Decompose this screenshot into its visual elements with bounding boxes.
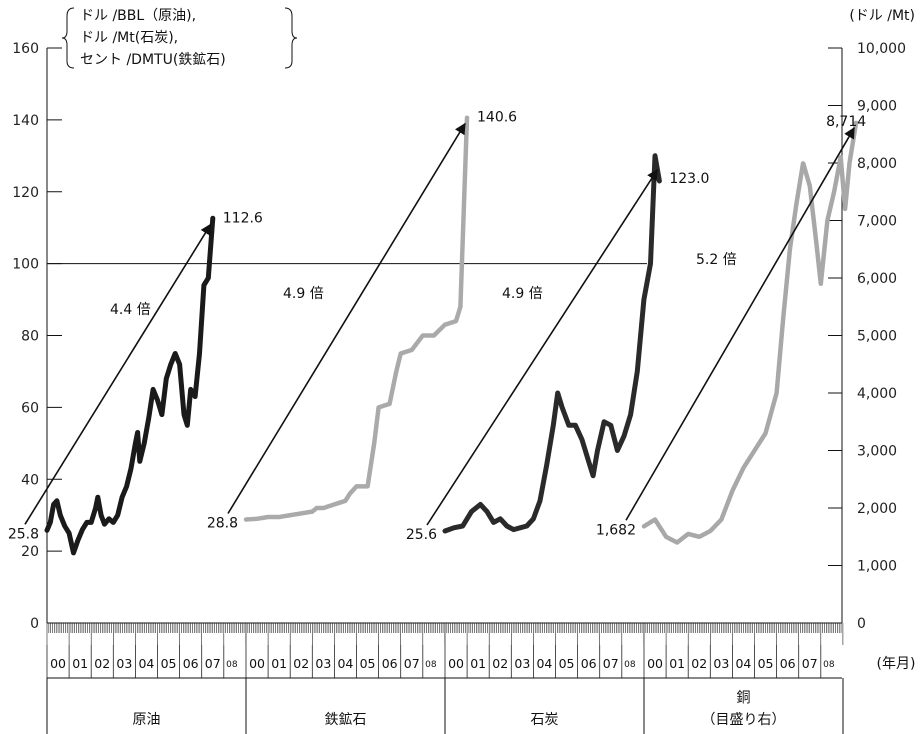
year-label: 05 [559,656,575,671]
left-tick-label: 80 [21,329,39,345]
left-tick-label: 40 [21,472,39,488]
year-label: 06 [382,656,398,671]
growth-arrow [227,122,466,514]
ratio-label: 4.9 倍 [502,286,543,302]
year-label: 02 [691,656,707,671]
growth-arrow [426,168,659,526]
year-label: 07 [603,656,619,671]
right-tick-label: 9,000 [857,99,897,115]
commodity-label: 銅 [737,690,751,706]
right-tick-label: 10,000 [857,41,906,57]
year-label: 04 [735,656,751,671]
right-axis-label: (ドル /Mt) [849,8,915,24]
left-tick-label: 120 [12,185,39,201]
year-label: 01 [470,656,486,671]
axis-labels: ドル /BBL（原油), ドル /Mt(石炭), セント /DMTU(鉄鉱石) (ドル… [61,7,915,69]
end-value-label: 112.6 [223,210,263,226]
year-label: 05 [161,656,177,671]
start-value-label: 25.8 [8,526,39,542]
right-tick-label: 0 [857,616,866,632]
right-tick-label: 2,000 [857,501,897,517]
x-axis: 00 01 02 03 04 05 06 07 08 00 01 02 03 04 05 06 07 08 00 01… [46,623,916,734]
year-label: 03 [315,656,331,671]
ratio-label: 5.2 倍 [696,252,737,268]
right-tick-label: 1,000 [857,559,897,575]
right-tick-label: 7,000 [857,214,897,230]
ratio-label: 4.4 倍 [110,302,151,318]
year-label: 04 [337,656,353,671]
left-axis-label-line: セント /DMTU(鉄鉱石) [80,51,226,68]
year-label: 01 [271,656,287,671]
year-label: 00 [249,656,265,671]
series-line [442,153,662,534]
year-label: 02 [293,656,309,671]
commodity-label: 石炭 [531,712,559,728]
commodity-label: （目盛り右） [702,712,786,728]
year-label: 02 [492,656,508,671]
year-label: 03 [713,656,729,671]
year-label: 01 [72,656,88,671]
year-label: 05 [758,656,774,671]
right-tick-label: 6,000 [857,271,897,287]
year-label: 02 [94,656,110,671]
year-label: 08 [624,660,636,670]
left-tick-label: 60 [21,400,39,416]
axes: 0 20 40 60 80 100 120 140 160 0 1,000 2,000 3,000 4,0… [12,41,906,632]
right-tick-label: 8,000 [857,156,897,172]
year-label: 03 [514,656,530,671]
left-bracket [61,7,75,69]
left-tick-label: 100 [12,257,39,273]
right-tick-label: 4,000 [857,386,897,402]
year-label: 01 [669,656,685,671]
left-axis-label-line: ドル /Mt(石炭), [80,30,178,46]
end-value-label: 140.6 [477,110,517,126]
left-tick-label: 0 [30,616,39,632]
year-label: 00 [448,656,464,671]
year-label: 04 [536,656,552,671]
left-tick-label: 20 [21,544,39,560]
year-label: 07 [404,656,420,671]
series-line [641,119,859,545]
year-label: 05 [360,656,376,671]
annotations: 25.8 112.6 4.4 倍 28.8 140.6 4.9 倍 25.6 123.0 4.9… [8,110,866,543]
left-tick-label: 160 [12,41,39,57]
year-label: 08 [823,660,835,670]
growth-arrow [625,126,855,521]
start-value-label: 1,682 [596,522,636,538]
year-label: 08 [226,660,238,670]
start-value-label: 25.6 [406,527,437,543]
end-value-label: 8,714 [826,114,866,130]
start-value-label: 28.8 [207,516,238,532]
year-label: 08 [425,660,437,670]
growth-arrow [24,223,212,525]
year-label: 07 [205,656,221,671]
year-label: 06 [581,656,597,671]
year-label: 00 [647,656,663,671]
series-line [243,115,470,522]
left-axis-label-line: ドル /BBL（原油), [80,8,196,24]
right-bracket [284,7,298,69]
left-tick-label: 140 [12,113,39,129]
commodity-label: 原油 [133,712,161,728]
year-label: 00 [50,656,66,671]
year-label: 04 [138,656,154,671]
commodity-label: 鉄鉱石 [325,711,367,728]
right-tick-label: 3,000 [857,444,897,460]
year-label: 06 [183,656,199,671]
year-label: 06 [780,656,796,671]
year-label: 07 [802,656,818,671]
x-unit-label: (年月) [877,656,916,672]
right-tick-label: 5,000 [857,329,897,345]
series-layer [44,115,859,556]
series-line [44,215,216,556]
ratio-label: 4.9 倍 [283,286,324,302]
year-label: 03 [116,656,132,671]
end-value-label: 123.0 [669,171,709,187]
